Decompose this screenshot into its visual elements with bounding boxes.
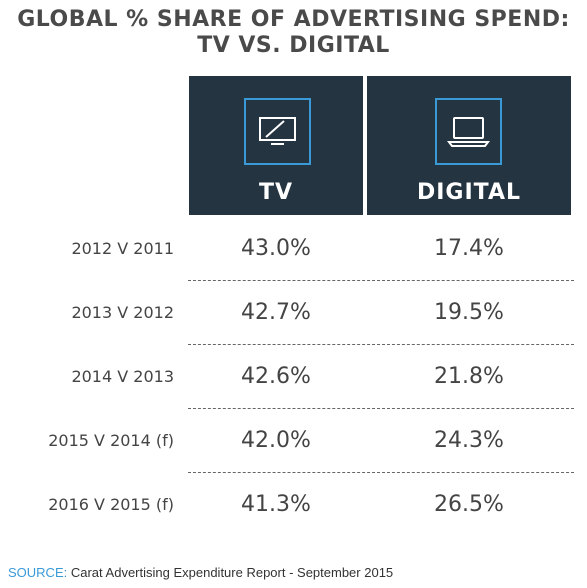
digital-value: 26.5%: [434, 492, 504, 517]
row-label: 2016 V 2015 (f): [48, 495, 174, 514]
digital-value: 17.4%: [434, 236, 504, 261]
table-row: 2016 V 2015 (f) 41.3% 26.5%: [0, 473, 587, 537]
table-row: 2014 V 2013 42.6% 21.8%: [0, 345, 587, 409]
column-label-tv: TV: [258, 180, 294, 205]
chart-title-line1: GLOBAL % SHARE OF ADVERTISING SPEND:: [17, 7, 570, 32]
row-divider: [188, 472, 574, 473]
laptop-icon: [435, 98, 502, 165]
tv-value: 42.6%: [241, 364, 311, 389]
tv-value: 42.0%: [241, 428, 311, 453]
table-row: 2012 V 2011 43.0% 17.4%: [0, 217, 587, 281]
column-header-tv: TV: [189, 76, 363, 215]
row-label: 2014 V 2013: [71, 367, 174, 386]
table-row: 2015 V 2014 (f) 42.0% 24.3%: [0, 409, 587, 473]
source-note: SOURCE: Carat Advertising Expenditure Re…: [8, 565, 393, 580]
tv-value: 42.7%: [241, 300, 311, 325]
row-divider: [188, 280, 574, 281]
tv-icon: [244, 98, 311, 165]
table-row: 2013 V 2012 42.7% 19.5%: [0, 281, 587, 345]
tv-value: 43.0%: [241, 236, 311, 261]
row-label: 2015 V 2014 (f): [48, 431, 174, 450]
source-text: Carat Advertising Expenditure Report - S…: [70, 565, 394, 580]
tv-value: 41.3%: [241, 492, 311, 517]
row-divider: [188, 408, 574, 409]
row-label: 2013 V 2012: [71, 303, 174, 322]
chart-title-line2: TV VS. DIGITAL: [197, 33, 390, 58]
digital-value: 24.3%: [434, 428, 504, 453]
digital-value: 19.5%: [434, 300, 504, 325]
row-divider: [188, 344, 574, 345]
digital-value: 21.8%: [434, 364, 504, 389]
row-label: 2012 V 2011: [71, 239, 174, 258]
column-label-digital: DIGITAL: [416, 180, 522, 205]
column-header-digital: DIGITAL: [367, 76, 571, 215]
source-key: SOURCE:: [8, 565, 68, 580]
